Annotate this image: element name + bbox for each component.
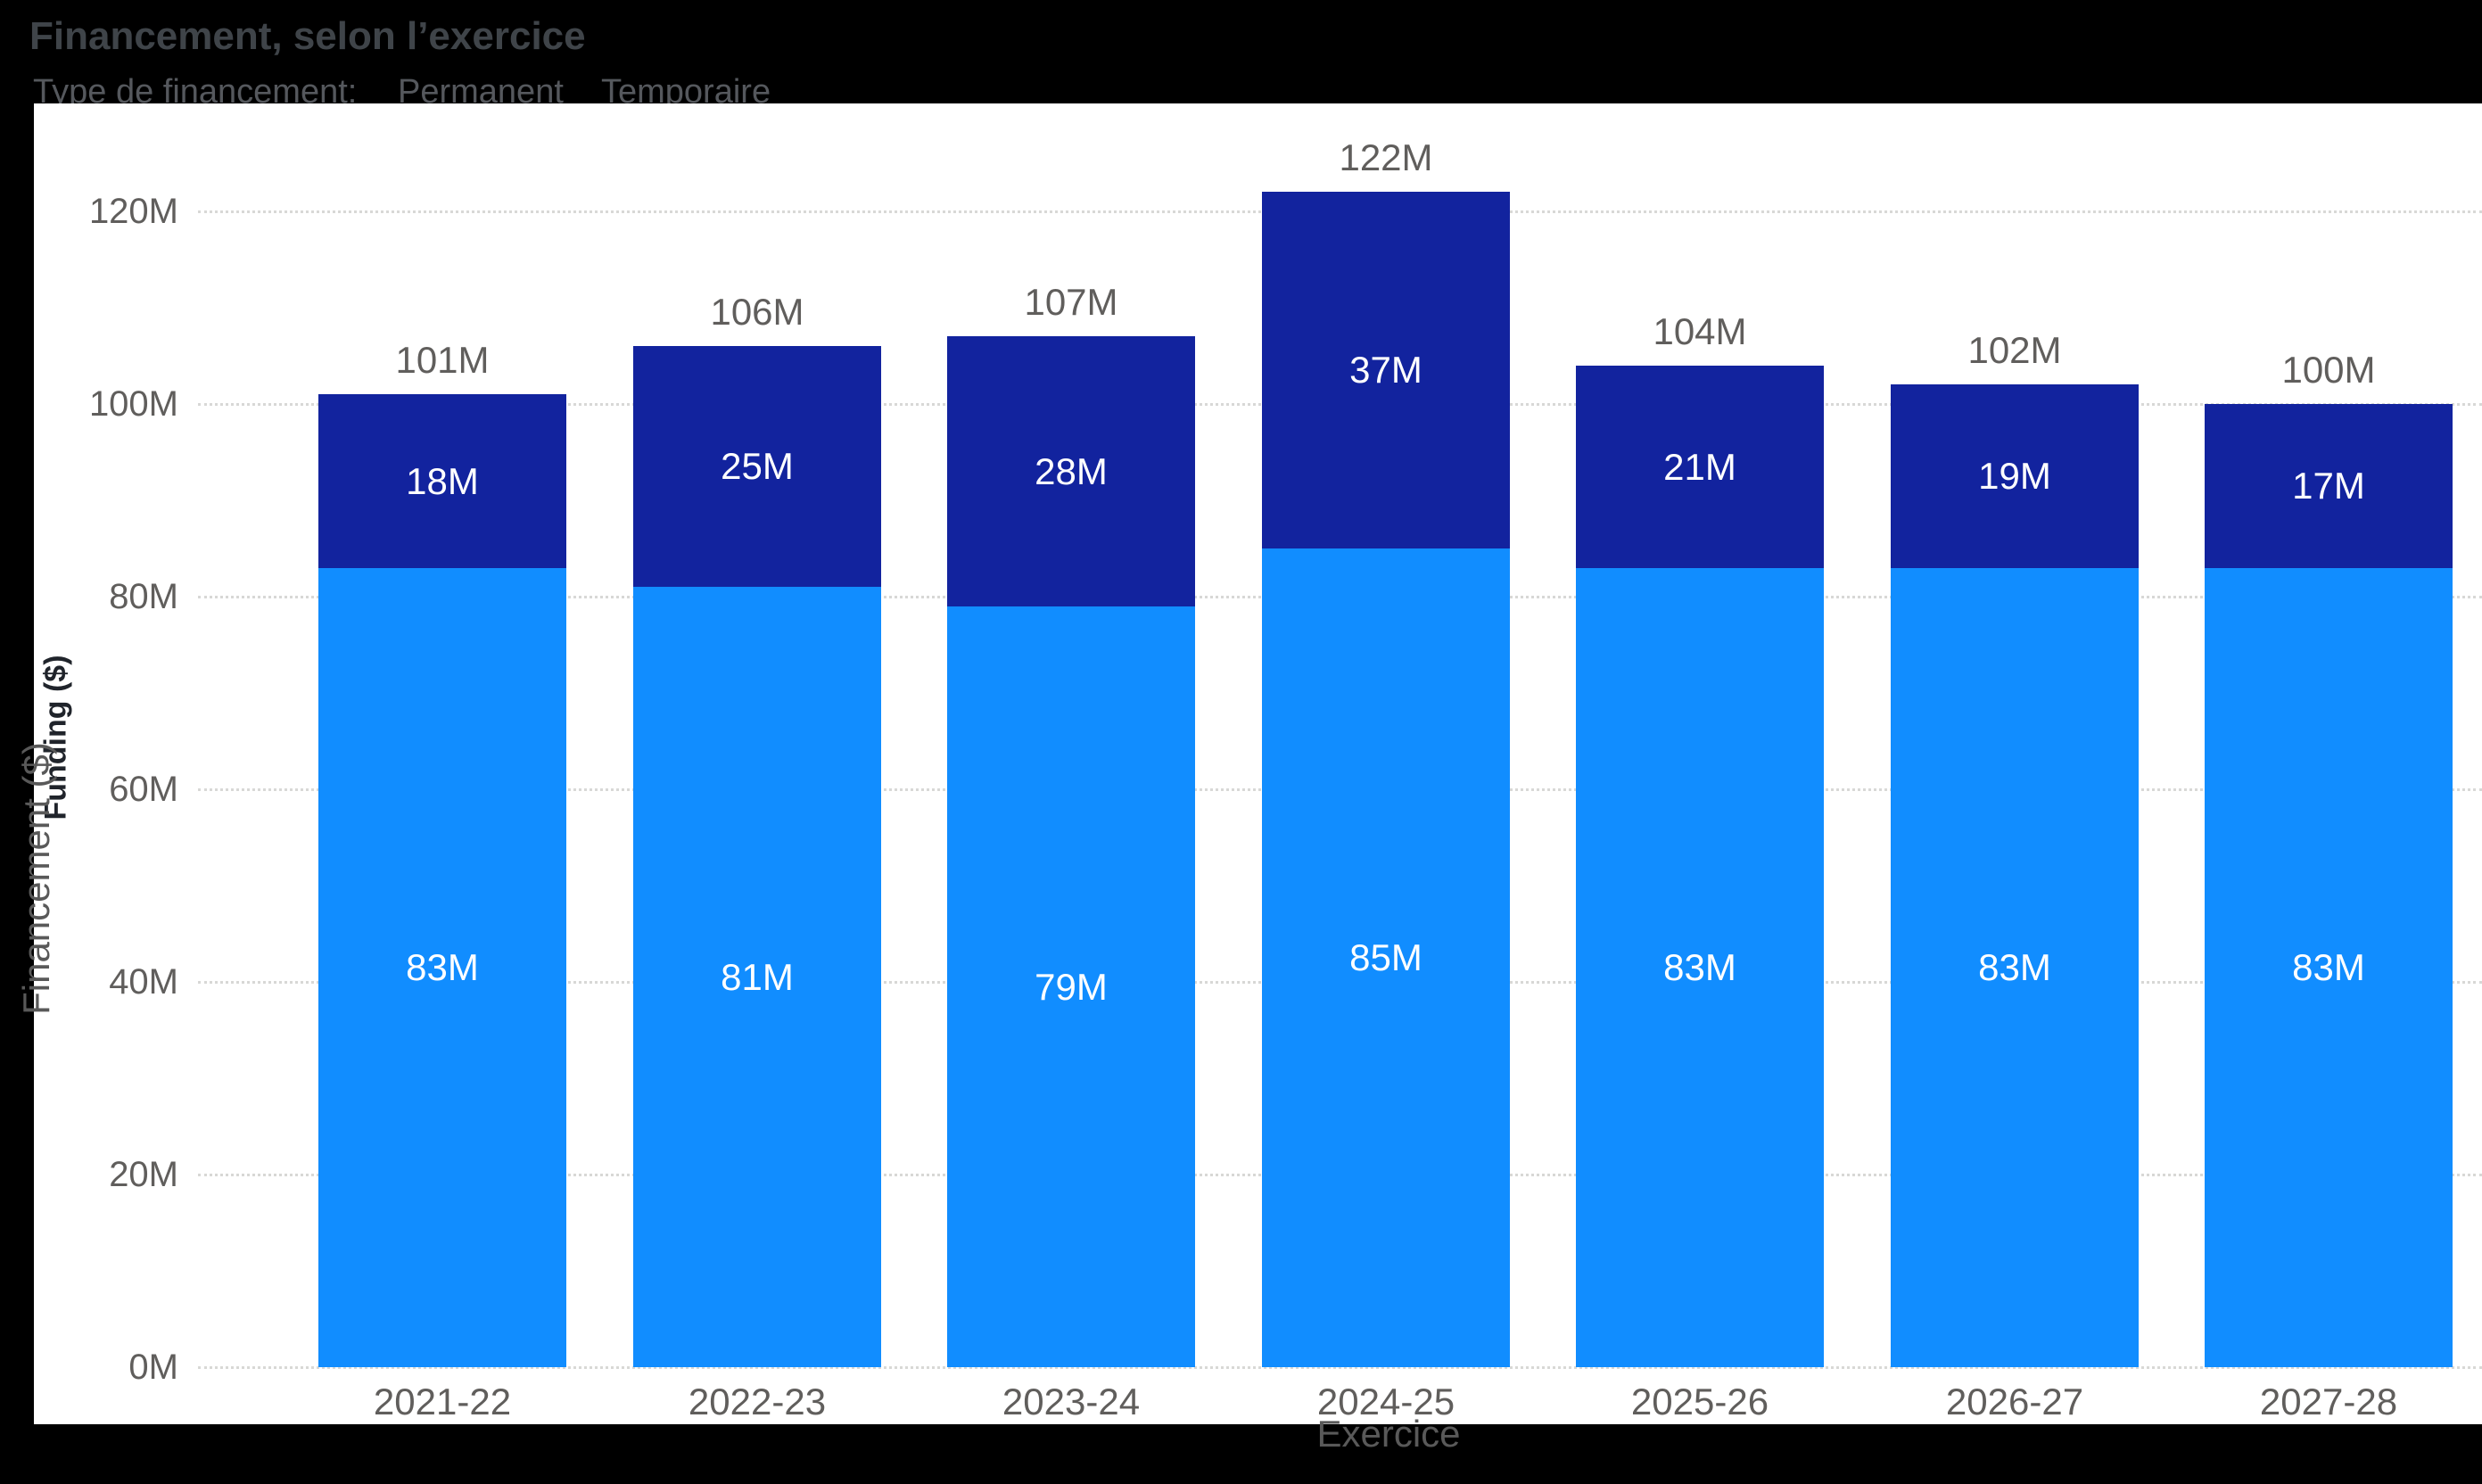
bar-segment-temporaire-2021-22[interactable]: 18M (318, 394, 566, 568)
segment-value-label: 25M (721, 445, 794, 487)
bar-segment-permanent-2025-26[interactable]: 83M (1576, 568, 1824, 1367)
segment-value-label: 83M (1663, 946, 1736, 988)
page-title: Financement, selon l’exercice (29, 14, 586, 58)
y-tick-120M: 120M (88, 192, 178, 231)
bar-segment-temporaire-2027-28[interactable]: 17M (2205, 404, 2453, 568)
y-tick-40M: 40M (109, 962, 178, 1002)
x-tick-2024-25: 2024-25 (1316, 1381, 1455, 1422)
segment-value-label: 85M (1349, 936, 1422, 978)
chart-card: 83M 18M 81M 25M 79M 28M 85M 37M 83M 21M 83M 19M 83M 1… (34, 103, 2482, 1424)
bar-segment-temporaire-2024-25[interactable]: 37M (1262, 192, 1510, 548)
bar-segment-temporaire-2023-24[interactable]: 28M (947, 336, 1195, 606)
segment-value-label: 37M (1349, 349, 1422, 391)
y-tick-100M: 100M (88, 384, 178, 424)
x-tick-2022-23: 2022-23 (688, 1381, 827, 1422)
gridline-0M (198, 1366, 2482, 1369)
total-label-2022-23: 106M (710, 291, 804, 333)
x-tick-2023-24: 2023-24 (1002, 1381, 1141, 1422)
y-tick-60M: 60M (109, 770, 178, 809)
total-label-2027-28: 100M (2281, 349, 2376, 391)
y-axis-title-french: Financement ($) (15, 742, 57, 1015)
x-tick-2027-28: 2027-28 (2259, 1381, 2398, 1422)
bar-segment-permanent-2023-24[interactable]: 79M (947, 606, 1195, 1367)
x-axis-title: Exercice (1316, 1413, 1461, 1455)
bar-segment-temporaire-2022-23[interactable]: 25M (633, 346, 881, 587)
segment-value-label: 28M (1035, 449, 1108, 492)
segment-value-label: 19M (1978, 455, 2051, 497)
segment-value-label: 21M (1663, 445, 1736, 488)
segment-value-label: 83M (1978, 946, 2051, 988)
total-label-2024-25: 122M (1339, 136, 1433, 178)
segment-value-label: 81M (721, 955, 794, 998)
bar-segment-permanent-2026-27[interactable]: 83M (1891, 568, 2139, 1367)
total-label-2021-22: 101M (395, 339, 490, 381)
bar-segment-permanent-2021-22[interactable]: 83M (318, 568, 566, 1367)
y-tick-20M: 20M (109, 1155, 178, 1194)
segment-value-label: 79M (1035, 965, 1108, 1008)
x-tick-2025-26: 2025-26 (1630, 1381, 1769, 1422)
bar-segment-permanent-2027-28[interactable]: 83M (2205, 568, 2453, 1367)
bar-segment-permanent-2022-23[interactable]: 81M (633, 587, 881, 1367)
total-label-2023-24: 107M (1024, 281, 1118, 323)
y-tick-0M: 0M (128, 1348, 178, 1387)
segment-value-label: 17M (2292, 465, 2365, 507)
total-label-2025-26: 104M (1653, 310, 1747, 352)
segment-value-label: 18M (406, 459, 479, 502)
bar-segment-temporaire-2026-27[interactable]: 19M (1891, 384, 2139, 568)
total-label-2026-27: 102M (1967, 329, 2062, 371)
segment-value-label: 83M (406, 946, 479, 988)
x-tick-2021-22: 2021-22 (373, 1381, 512, 1422)
bar-segment-temporaire-2025-26[interactable]: 21M (1576, 366, 1824, 568)
segment-value-label: 83M (2292, 946, 2365, 988)
bar-segment-permanent-2024-25[interactable]: 85M (1262, 548, 1510, 1367)
y-tick-80M: 80M (109, 577, 178, 616)
x-tick-2026-27: 2026-27 (1945, 1381, 2084, 1422)
